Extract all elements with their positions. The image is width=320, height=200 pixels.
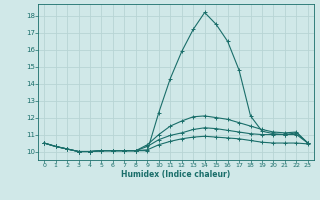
X-axis label: Humidex (Indice chaleur): Humidex (Indice chaleur): [121, 170, 231, 179]
